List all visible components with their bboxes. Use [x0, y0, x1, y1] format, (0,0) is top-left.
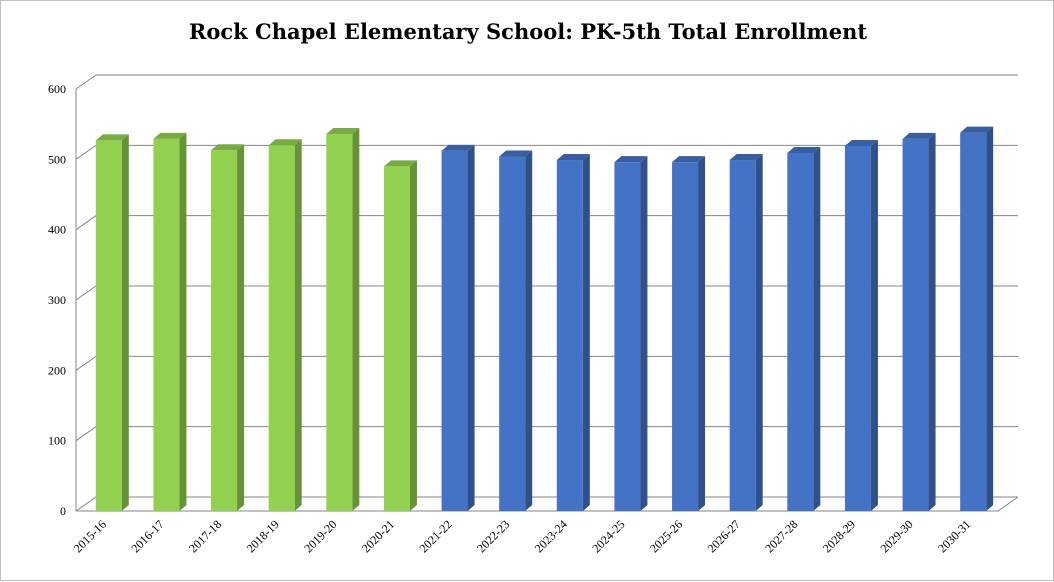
bar-side	[525, 150, 533, 511]
bar-top	[441, 144, 475, 151]
bar	[441, 144, 475, 512]
y-tick-label: 400	[48, 223, 66, 237]
bar-side	[409, 160, 417, 511]
bar-side	[640, 156, 648, 511]
bar-front	[441, 150, 468, 512]
bar-top	[902, 132, 936, 139]
bar-side	[986, 126, 994, 512]
bar-front	[787, 153, 814, 511]
bar-top	[672, 156, 706, 163]
bar-side	[237, 144, 245, 511]
bar-front	[499, 156, 526, 511]
x-tick-label: 2025-26	[647, 517, 685, 555]
x-tick-label: 2020-21	[359, 517, 397, 555]
x-tick-label: 2021-22	[417, 517, 455, 555]
bar-front	[844, 145, 871, 511]
x-tick-label: 2019-20	[301, 517, 339, 555]
bar-front	[614, 162, 641, 511]
x-tick-label: 2017-18	[186, 517, 224, 555]
bar-top	[153, 132, 187, 139]
bar-front	[383, 166, 410, 511]
bar-side	[179, 132, 187, 512]
bar	[729, 154, 763, 511]
gridline	[75, 74, 1018, 90]
bar	[844, 139, 878, 511]
bar-top	[960, 126, 994, 133]
x-tick-label: 2030-31	[935, 517, 973, 555]
bar-top	[844, 139, 878, 146]
x-tick-label: 2016-17	[128, 517, 166, 555]
x-tick-label: 2029-30	[878, 517, 916, 555]
y-tick-label: 100	[48, 434, 66, 448]
bar-top	[326, 128, 360, 135]
bar-side	[582, 154, 590, 511]
bar-front	[268, 145, 295, 511]
bar-top	[556, 154, 590, 161]
bar	[383, 160, 417, 511]
bar-side	[294, 139, 302, 511]
x-tick-label: 2026-27	[705, 517, 743, 555]
y-tick-label: 300	[48, 293, 66, 307]
bar	[556, 154, 590, 511]
bar-front	[153, 138, 180, 512]
x-tick-label: 2023-24	[532, 517, 570, 555]
bar-front	[95, 140, 122, 512]
bar	[960, 126, 994, 512]
y-tick-label: 0	[60, 504, 66, 518]
bar	[787, 147, 821, 511]
bar-top	[614, 156, 648, 163]
bar	[268, 139, 302, 511]
bar-front	[556, 160, 583, 511]
x-tick-label: 2022-23	[474, 517, 512, 555]
bar-side	[352, 128, 360, 511]
bar-top	[95, 134, 129, 141]
bar-front	[960, 132, 987, 511]
x-tick-label: 2018-19	[244, 517, 282, 555]
bar-front	[326, 134, 353, 511]
bar-side	[813, 147, 821, 511]
bar	[153, 132, 187, 512]
bar-side	[870, 139, 878, 511]
axes	[75, 89, 1019, 512]
bar-top	[729, 154, 763, 161]
x-tick-labels: 2015-16 2016-17 2017-18 2018-19 2019-20 2020-…	[71, 517, 974, 555]
y-tick-label: 600	[48, 82, 66, 96]
y-tick-labels: 0 100 200 300 400 500 600	[48, 82, 66, 518]
bar	[211, 144, 245, 511]
chart-title: Rock Chapel Elementary School: PK-5th To…	[188, 19, 868, 44]
bar-front	[902, 138, 929, 512]
bar-side	[755, 154, 763, 511]
y-tick-label: 500	[48, 152, 66, 166]
bar-top	[499, 150, 533, 157]
y-tick-label: 200	[48, 363, 66, 377]
x-tick-label: 2028-29	[820, 517, 858, 555]
bar-top	[383, 160, 417, 167]
bar-side	[121, 134, 129, 512]
bar	[902, 132, 936, 512]
bar-side	[698, 156, 706, 511]
bar	[499, 150, 533, 511]
bar-side	[467, 144, 475, 512]
x-axis	[76, 496, 1019, 512]
x-tick-label: 2015-16	[71, 517, 109, 555]
x-tick-label: 2027-28	[762, 517, 800, 555]
bar-top	[787, 147, 821, 154]
bar-front	[672, 162, 699, 511]
bar	[614, 156, 648, 511]
bar	[326, 128, 360, 511]
bar	[672, 156, 706, 511]
bars	[95, 126, 994, 512]
bar	[95, 134, 129, 512]
bar-front	[211, 150, 238, 511]
bar-top	[268, 139, 302, 146]
bar-front	[729, 160, 756, 511]
bar-side	[928, 132, 936, 512]
bar-top	[211, 144, 245, 151]
x-tick-label: 2024-25	[589, 517, 627, 555]
